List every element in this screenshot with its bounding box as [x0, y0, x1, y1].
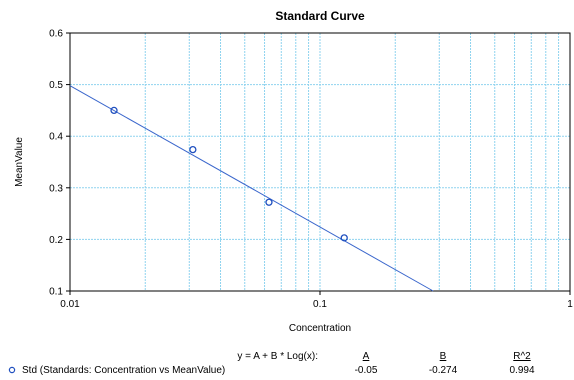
- fit-value-b: -0.274: [429, 365, 458, 376]
- data-points: [110, 106, 348, 242]
- legend-series-name: Std (Standards: Concentration vs MeanVal…: [22, 365, 225, 376]
- chart-title: Standard Curve: [275, 9, 365, 23]
- legend-marker-icon: [8, 366, 16, 374]
- y-axis-label: MeanValue: [14, 137, 25, 187]
- fit-header-a: A: [363, 351, 370, 362]
- fit-value-r2: 0.994: [509, 365, 534, 376]
- x-tick-label: 0.1: [313, 299, 327, 310]
- fit-value-a: -0.05: [355, 365, 378, 376]
- axis-ticks: 0.10.20.30.40.50.60.01 0.1 1: [49, 29, 573, 311]
- fit-legend: y = A + B * Log(x): A B R^2 Std (Standar…: [8, 351, 535, 376]
- y-tick-label: 0.5: [49, 80, 63, 91]
- fit-header-r2: R^2: [513, 351, 531, 362]
- fit-header-b: B: [440, 351, 447, 362]
- y-tick-label: 0.3: [49, 183, 63, 194]
- y-tick-label: 0.6: [49, 29, 63, 40]
- x-axis-label: Concentration: [289, 323, 351, 334]
- y-tick-label: 0.1: [49, 287, 63, 298]
- y-tick-label: 0.2: [49, 235, 63, 246]
- data-point: [340, 234, 348, 242]
- fit-equation: y = A + B * Log(x):: [237, 351, 318, 362]
- data-point: [110, 106, 118, 115]
- grid: [70, 33, 570, 291]
- fit-line-group: [69, 85, 434, 292]
- fit-line: [69, 85, 434, 292]
- x-tick-label: 1: [567, 299, 573, 310]
- data-point: [189, 145, 197, 154]
- x-tick-label: 0.01: [60, 299, 80, 310]
- y-tick-label: 0.4: [49, 132, 63, 143]
- data-point: [265, 198, 273, 206]
